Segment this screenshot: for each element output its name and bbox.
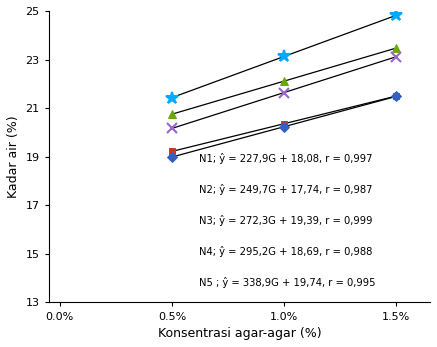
Text: N3; ŷ = 272,3G + 19,39, r = 0,999: N3; ŷ = 272,3G + 19,39, r = 0,999 [199, 215, 372, 226]
Text: N5 ; ŷ = 338,9G + 19,74, r = 0,995: N5 ; ŷ = 338,9G + 19,74, r = 0,995 [199, 278, 375, 288]
Text: N4; ŷ = 295,2G + 18,69, r = 0,988: N4; ŷ = 295,2G + 18,69, r = 0,988 [199, 246, 372, 257]
Text: N1; ŷ = 227,9G + 18,08, r = 0,997: N1; ŷ = 227,9G + 18,08, r = 0,997 [199, 153, 372, 164]
Y-axis label: Kadar air (%): Kadar air (%) [7, 116, 20, 198]
Text: N2; ŷ = 249,7G + 17,74, r = 0,987: N2; ŷ = 249,7G + 17,74, r = 0,987 [199, 184, 372, 195]
X-axis label: Konsentrasi agar-agar (%): Konsentrasi agar-agar (%) [158, 327, 321, 340]
